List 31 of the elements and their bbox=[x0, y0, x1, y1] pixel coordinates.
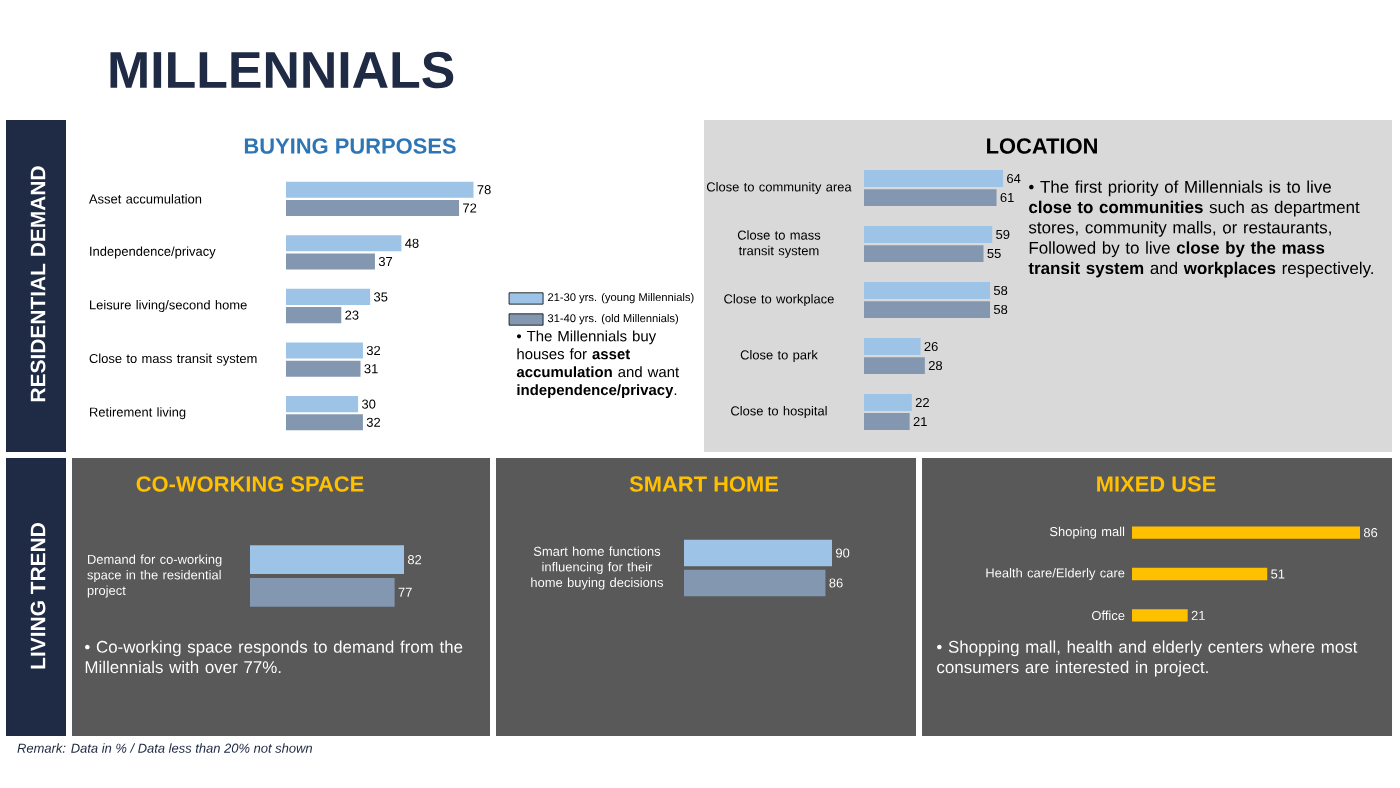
bar bbox=[864, 245, 984, 262]
bar bbox=[286, 288, 371, 305]
bar bbox=[864, 282, 991, 299]
bar bbox=[286, 360, 361, 377]
text: • The first priority of Millennials is to live close to communities such as department stores, community malls, or restaurants, Followed by to live close by the mass transit system and workplaces respectively. bbox=[1028, 180, 1373, 278]
bar bbox=[864, 226, 993, 243]
bar bbox=[864, 413, 910, 430]
text: • Co-working space responds to demand from the Millennials with over 77%. bbox=[85, 640, 463, 674]
chart-title: LOCATION bbox=[987, 138, 1097, 154]
bar bbox=[864, 394, 912, 411]
bar bbox=[864, 189, 997, 206]
text: RESIDENTIAL DEMAND bbox=[30, 166, 46, 402]
chart-title: SMART HOME bbox=[629, 476, 778, 492]
bar bbox=[864, 170, 1004, 187]
text: MILLENNIALS bbox=[110, 51, 454, 89]
chart-title: MIXED USE bbox=[1097, 476, 1216, 492]
chart-title: BUYING PURPOSES bbox=[244, 138, 456, 154]
bar bbox=[286, 235, 402, 252]
bar bbox=[864, 357, 925, 374]
bar bbox=[286, 396, 359, 413]
text: • Shopping mall, health and elderly centers where most consumers are interested in project. bbox=[937, 640, 1358, 677]
chart-title: CO-WORKING SPACE bbox=[136, 476, 364, 492]
text: LIVING TREND bbox=[30, 523, 46, 669]
bar bbox=[286, 414, 363, 431]
bar bbox=[864, 301, 991, 318]
bar bbox=[286, 253, 375, 270]
bar bbox=[864, 338, 921, 355]
bar bbox=[286, 342, 363, 359]
bar bbox=[286, 307, 342, 324]
bar bbox=[286, 181, 474, 198]
bar bbox=[286, 199, 460, 216]
